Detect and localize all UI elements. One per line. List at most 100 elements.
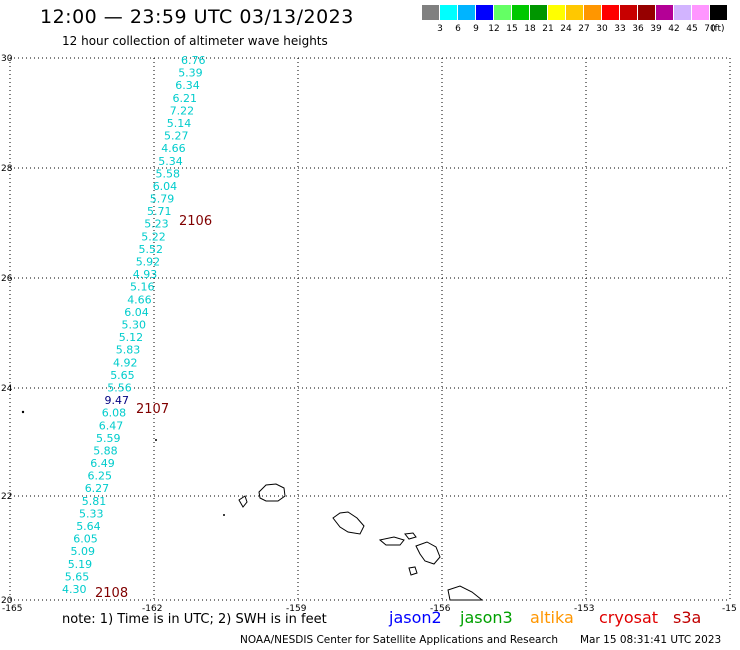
legend-label: 21 [542, 24, 554, 34]
orbit-pass-label: 2107 [136, 402, 169, 417]
legend-swatch [638, 5, 655, 20]
legend-swatch [440, 5, 457, 20]
wave-height-value: 6.34 [175, 79, 200, 92]
wave-height-value: 4.66 [127, 293, 152, 306]
legend-label: 45 [686, 24, 698, 34]
wave-height-value: 4.93 [133, 268, 158, 281]
latitude-tick-label: 26 [1, 274, 13, 284]
wave-height-value: 5.27 [164, 130, 189, 143]
wave-height-value: 6.49 [90, 457, 115, 470]
footnote: note: 1) Time is in UTC; 2) SWH is in fe… [62, 612, 327, 627]
wave-height-value: 5.14 [167, 117, 192, 130]
orbit-pass-label: 2108 [95, 586, 128, 601]
island-outline [447, 585, 484, 601]
island-outline [378, 536, 405, 546]
wave-height-value: 6.04 [124, 306, 149, 319]
wave-height-value: 5.65 [65, 570, 90, 583]
wave-height-value: 5.56 [107, 382, 132, 395]
legend-swatch [512, 5, 529, 20]
island-outline [258, 483, 286, 502]
legend-swatch [422, 5, 439, 20]
longitude-tick-label: -15 [722, 604, 737, 614]
legend-label: 27 [578, 24, 590, 34]
wave-height-value: 5.81 [82, 495, 107, 508]
wave-height-value: 5.64 [76, 520, 101, 533]
wave-height-value: 7.22 [170, 104, 195, 117]
latitude-tick-label: 30 [1, 54, 13, 64]
wave-height-value: 5.16 [130, 281, 155, 294]
legend-label: 30 [596, 24, 608, 34]
island-outline [238, 495, 248, 508]
wave-height-value: 6.25 [88, 470, 113, 483]
wave-height-value: 5.92 [136, 256, 161, 269]
legend-label: 9 [473, 24, 479, 34]
longitude-tick-label: -153 [574, 604, 594, 614]
credit-line: NOAA/NESDIS Center for Satellite Applica… [240, 634, 558, 646]
island-outline [408, 566, 418, 576]
longitude-tick-label: -165 [2, 604, 22, 614]
wave-height-value: 5.19 [68, 558, 93, 571]
wave-height-value: 9.47 [105, 394, 130, 407]
satellite-label-s3a: s3a [673, 608, 702, 627]
wave-height-value: 5.88 [93, 445, 118, 458]
legend-label: 18 [524, 24, 536, 34]
wave-height-value: 4.66 [161, 142, 186, 155]
legend-label: 39 [650, 24, 662, 34]
wave-height-value: 5.23 [144, 218, 169, 231]
legend-swatch [566, 5, 583, 20]
wave-height-value: 5.71 [147, 205, 172, 218]
page-title: 12:00 — 23:59 UTC 03/13/2023 [40, 6, 354, 28]
wave-height-value: 4.92 [113, 356, 138, 369]
legend-label: 42 [668, 24, 680, 34]
wave-height-value: 6.08 [102, 407, 127, 420]
wave-height-value: 5.59 [96, 432, 121, 445]
longitude-tick-label: -159 [286, 604, 307, 614]
legend-label: 3 [437, 24, 443, 34]
legend-swatch [530, 5, 547, 20]
wave-height-value: 5.83 [116, 344, 141, 357]
wave-height-value: 5.30 [122, 319, 147, 332]
wave-height-value: 5.22 [141, 230, 166, 243]
legend-label: 70 [704, 24, 716, 34]
island-outline [404, 532, 417, 540]
islet-dot [223, 514, 225, 516]
longitude-tick-label: -162 [142, 604, 162, 614]
legend-label: 15 [506, 24, 518, 34]
wave-height-value: 5.65 [110, 369, 135, 382]
latitude-tick-label: 20 [1, 596, 13, 606]
island-outline [415, 541, 441, 565]
orbit-pass-label: 2106 [179, 214, 212, 229]
legend-swatch [602, 5, 619, 20]
page-subtitle: 12 hour collection of altimeter wave hei… [62, 34, 328, 48]
wave-height-value: 5.58 [156, 167, 181, 180]
satellite-label-cryosat: cryosat [599, 608, 659, 627]
wave-height-value: 5.34 [158, 155, 183, 168]
legend-swatch [584, 5, 601, 20]
wave-height-value: 6.05 [73, 533, 98, 546]
legend-swatch [620, 5, 637, 20]
legend-swatch [476, 5, 493, 20]
latitude-tick-label: 28 [1, 164, 13, 174]
track-marker-dot [21, 410, 25, 414]
legend-swatch [710, 5, 727, 20]
legend-swatch [494, 5, 511, 20]
legend-label: 6 [455, 24, 461, 34]
legend-units: (ft) [711, 24, 725, 34]
generated-timestamp: Mar 15 08:31:41 UTC 2023 [580, 634, 722, 646]
longitude-tick-label: -156 [430, 604, 451, 614]
wave-height-value: 5.79 [150, 193, 175, 206]
legend-swatch [548, 5, 565, 20]
legend-swatch [458, 5, 475, 20]
latitude-tick-label: 24 [1, 384, 13, 394]
legend-label: 24 [560, 24, 572, 34]
island-outline [332, 511, 365, 535]
legend-swatch [674, 5, 691, 20]
wave-height-value: 5.09 [71, 545, 96, 558]
satellite-label-altika: altika [530, 608, 574, 627]
latitude-tick-label: 22 [1, 492, 12, 502]
wave-height-value: 6.27 [85, 482, 110, 495]
wave-height-value: 6.21 [173, 92, 198, 105]
wave-height-value: 4.30 [62, 583, 87, 596]
